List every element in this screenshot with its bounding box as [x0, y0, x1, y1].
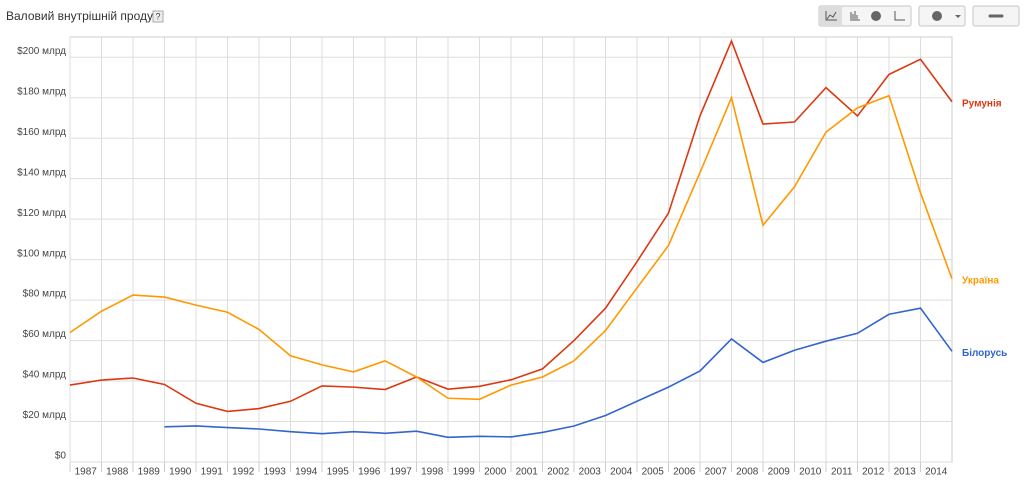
x-tick-label: 2002 [547, 467, 570, 478]
y-tick-label: $20 млрд [23, 410, 67, 421]
legend-label: Білорусь [962, 348, 1007, 359]
help-text[interactable]: ? [155, 11, 160, 21]
chart-title: Валовий внутрішній продукт [6, 9, 164, 23]
x-tick-label: 2006 [673, 467, 696, 478]
x-tick-label: 1997 [390, 467, 413, 478]
x-tick-label: 1996 [358, 467, 381, 478]
x-tick-label: 1992 [232, 467, 255, 478]
x-tick-label: 2010 [799, 467, 822, 478]
x-tick-label: 2000 [484, 467, 507, 478]
y-tick-label: $120 млрд [17, 208, 66, 219]
x-tick-label: 2005 [642, 467, 665, 478]
y-tick-label: $160 млрд [17, 127, 66, 138]
series-line [69, 38, 953, 413]
x-tick-label: 1989 [138, 467, 161, 478]
dropdown-arrow [955, 15, 961, 18]
y-tick-label: $180 млрд [17, 86, 66, 97]
x-tick-label: 1988 [106, 467, 129, 478]
x-tick-label: 1990 [169, 467, 192, 478]
x-tick-label: 1993 [264, 467, 287, 478]
line-icon [825, 11, 837, 21]
x-tick-label: 2007 [705, 467, 728, 478]
scatter-icon[interactable] [894, 11, 905, 21]
y-tick-label: $140 млрд [17, 167, 66, 178]
x-tick-label: 2009 [768, 467, 791, 478]
x-tick-label: 1995 [327, 467, 350, 478]
series-line [69, 94, 953, 401]
y-tick-label: $100 млрд [17, 248, 66, 259]
x-tick-label: 2003 [579, 467, 602, 478]
x-tick-label: 1991 [201, 467, 224, 478]
y-tick-label: $80 млрд [23, 289, 67, 300]
help-badge[interactable] [152, 10, 164, 23]
y-tick-label: $0 [55, 451, 67, 462]
gear-icon [932, 11, 942, 21]
x-tick-label: 2001 [516, 467, 539, 478]
legend-label: Україна [962, 275, 999, 286]
x-tick-label: 2014 [925, 467, 948, 478]
x-tick-label: 2008 [736, 467, 759, 478]
x-tick-label: 1987 [75, 467, 98, 478]
y-tick-label: $200 млрд [17, 46, 66, 57]
x-tick-label: 2012 [862, 467, 885, 478]
series-line [164, 307, 953, 439]
x-tick-label: 1999 [453, 467, 476, 478]
toolbar [818, 5, 1020, 27]
bar-icon[interactable] [850, 11, 860, 21]
x-tick-label: 2013 [894, 467, 917, 478]
x-tick-label: 1994 [295, 467, 318, 478]
map-icon[interactable] [871, 11, 881, 21]
x-tick-label: 2004 [610, 467, 633, 478]
y-tick-label: $60 млрд [23, 329, 67, 340]
legend-label: Румунія [962, 98, 1002, 109]
x-tick-label: 1998 [421, 467, 444, 478]
y-tick-label: $40 млрд [23, 370, 67, 381]
x-tick-label: 2011 [831, 467, 853, 478]
